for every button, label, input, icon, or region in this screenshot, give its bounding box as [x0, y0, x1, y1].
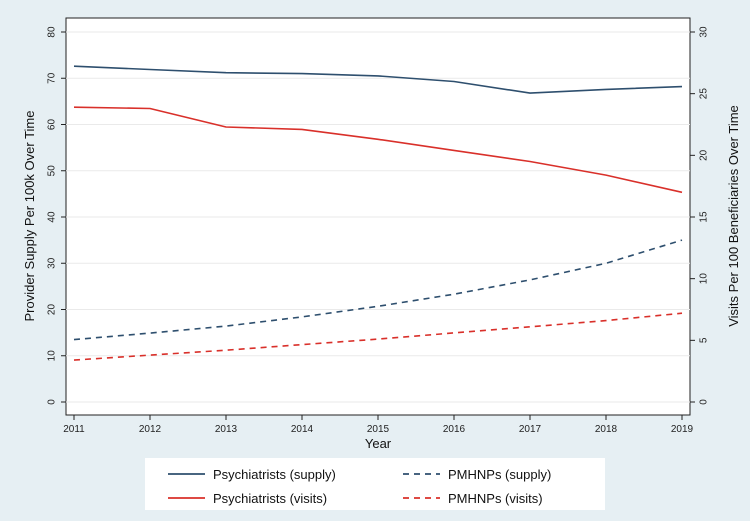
x-tick-label: 2012 — [139, 424, 162, 435]
left-tick-label: 20 — [47, 304, 58, 316]
right-tick-label: 25 — [699, 88, 710, 100]
series-lines — [73, 65, 683, 361]
legend: Psychiatrists (supply) PMHNPs (supply) P… — [145, 458, 605, 510]
right-tick-label: 30 — [699, 26, 710, 38]
x-axis: 2011 2012 2013 2014 2015 2016 2017 2018 2019 — [63, 415, 694, 435]
right-tick-label: 10 — [699, 273, 710, 285]
left-axis-title: Provider Supply Per 100k Over Time — [22, 111, 37, 322]
legend-label-pmhnps-visits: PMHNPs (visits) — [448, 491, 543, 506]
left-tick-label: 60 — [47, 119, 58, 131]
x-tick-label: 2016 — [443, 424, 466, 435]
right-tick-label: 15 — [699, 211, 710, 223]
x-tick-label: 2017 — [519, 424, 542, 435]
left-tick-label: 80 — [47, 26, 58, 38]
right-axis-title: Visits Per 100 Beneficiaries Over Time — [726, 105, 741, 327]
left-tick-label: 30 — [47, 257, 58, 269]
left-tick-label: 10 — [47, 350, 58, 362]
x-tick-label: 2013 — [215, 424, 238, 435]
x-tick-label: 2019 — [671, 424, 694, 435]
x-axis-title: Year — [365, 436, 392, 451]
left-axis: 0 10 20 30 40 50 60 70 80 — [47, 26, 66, 405]
right-tick-label: 5 — [699, 337, 710, 343]
series-line-psychiatrists-supply — [73, 65, 683, 94]
legend-box — [145, 458, 605, 510]
left-tick-label: 0 — [47, 399, 58, 405]
left-tick-label: 70 — [47, 72, 58, 84]
right-axis: 0 5 10 15 20 25 30 — [690, 26, 710, 405]
legend-label-psychiatrists-supply: Psychiatrists (supply) — [213, 467, 336, 482]
legend-label-pmhnps-supply: PMHNPs (supply) — [448, 467, 551, 482]
right-tick-label: 0 — [699, 399, 710, 405]
x-tick-label: 2011 — [63, 424, 85, 435]
right-tick-label: 20 — [699, 149, 710, 161]
x-tick-label: 2014 — [291, 424, 314, 435]
x-tick-label: 2018 — [595, 424, 618, 435]
legend-label-psychiatrists-visits: Psychiatrists (visits) — [213, 491, 327, 506]
left-tick-label: 50 — [47, 165, 58, 177]
series-line-pmhnps-visits — [73, 312, 683, 361]
x-tick-label: 2015 — [367, 424, 390, 435]
series-line-psychiatrists-visits — [73, 106, 683, 194]
series-line-pmhnps-supply — [73, 239, 683, 341]
left-tick-label: 40 — [47, 211, 58, 223]
